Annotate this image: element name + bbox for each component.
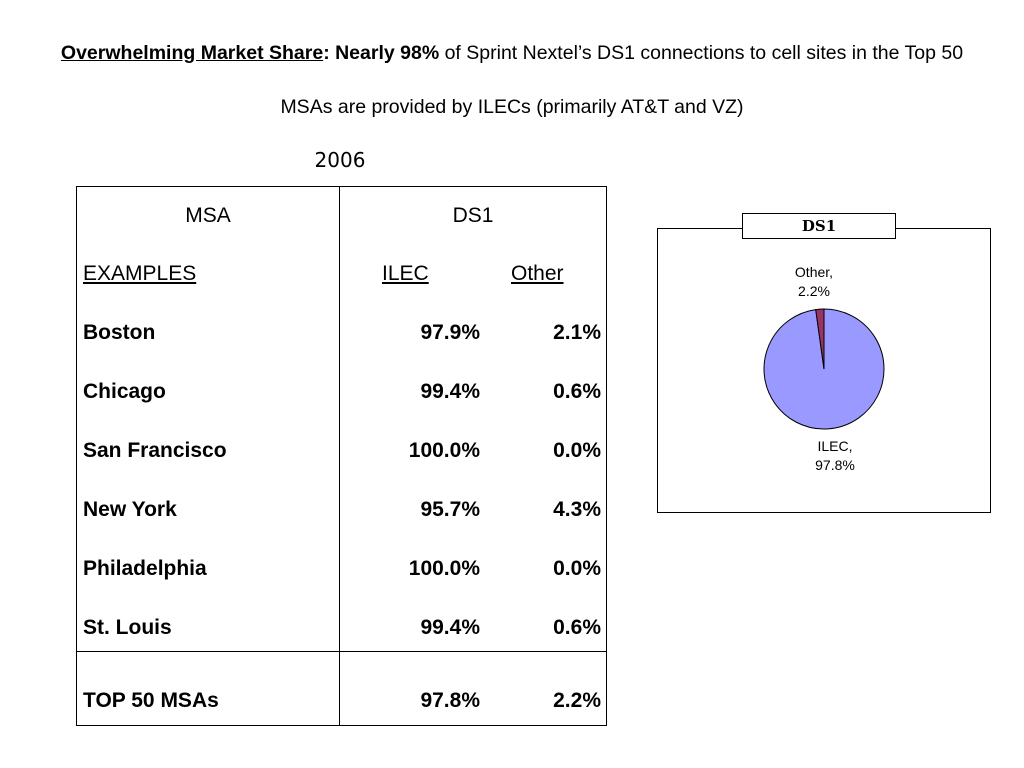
row-other: 0.0% bbox=[553, 439, 601, 462]
row-other: 4.3% bbox=[553, 498, 601, 521]
row-msa: St. Louis bbox=[83, 616, 172, 639]
total-msa: TOP 50 MSAs bbox=[83, 689, 219, 712]
row-msa: Boston bbox=[83, 321, 156, 344]
market-share-table: MSA DS1 EXAMPLES ILEC Other Boston 97.9%… bbox=[76, 186, 607, 726]
subheader-other: Other bbox=[511, 262, 564, 285]
subheader-examples: EXAMPLES bbox=[83, 262, 197, 285]
row-other: 2.1% bbox=[553, 321, 601, 344]
row-ilec: 100.0% bbox=[408, 439, 480, 462]
headline-bold: : Nearly 98% bbox=[323, 42, 440, 64]
subheader-ilec: ILEC bbox=[382, 262, 429, 285]
pie-chart bbox=[763, 308, 885, 430]
row-msa: Chicago bbox=[83, 380, 166, 403]
headline-text: of Sprint Nextel’s DS1 connections to ce… bbox=[280, 42, 964, 118]
pie-label-ilec-value: 97.8% bbox=[815, 457, 855, 473]
row-msa: New York bbox=[83, 498, 177, 521]
row-other: 0.0% bbox=[553, 557, 601, 580]
row-msa: San Francisco bbox=[83, 439, 227, 462]
year-label: 2006 bbox=[314, 148, 366, 172]
headline: Overwhelming Market Share: Nearly 98% of… bbox=[40, 26, 984, 134]
pie-label-other-name: Other bbox=[794, 264, 830, 280]
column-divider bbox=[339, 187, 340, 725]
total-divider bbox=[77, 651, 606, 652]
headline-emphasis: Overwhelming Market Share bbox=[60, 42, 324, 64]
row-ilec: 100.0% bbox=[408, 557, 480, 580]
pie-label-other-value: 2.2% bbox=[798, 283, 830, 299]
row-other: 0.6% bbox=[553, 380, 601, 403]
pie-chart-title: DS1 bbox=[742, 213, 896, 239]
total-other: 2.2% bbox=[553, 689, 601, 712]
row-ilec: 97.9% bbox=[420, 321, 480, 344]
header-msa: MSA bbox=[185, 204, 231, 227]
pie-label-ilec: ILEC, 97.8% bbox=[815, 438, 855, 473]
row-msa: Philadelphia bbox=[83, 557, 207, 580]
header-ds1: DS1 bbox=[452, 204, 494, 227]
pie-slice-other bbox=[815, 308, 825, 370]
row-ilec: 99.4% bbox=[420, 380, 480, 403]
pie-label-other: Other, 2.2% bbox=[794, 264, 834, 299]
total-ilec: 97.8% bbox=[420, 689, 480, 712]
row-ilec: 99.4% bbox=[420, 616, 480, 639]
row-ilec: 95.7% bbox=[420, 498, 480, 521]
pie-label-ilec-name: ILEC bbox=[817, 438, 849, 454]
row-other: 0.6% bbox=[553, 616, 601, 639]
